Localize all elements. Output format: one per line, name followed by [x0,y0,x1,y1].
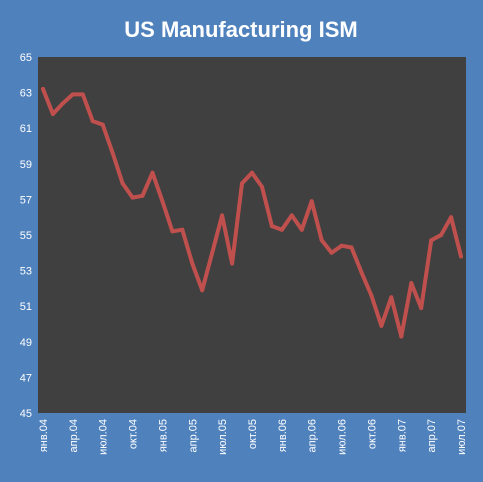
data-point [339,243,344,248]
data-point [60,101,65,106]
y-tick-label: 65 [20,52,32,64]
data-point [419,306,424,310]
data-point [459,254,463,259]
data-point [329,250,334,255]
data-point [379,323,384,328]
data-point [309,199,314,204]
data-point [200,288,205,293]
data-point [429,238,434,243]
data-point [389,295,394,300]
x-tick-label: окт.06 [366,419,378,449]
data-point [409,281,414,286]
x-tick-label: янв.05 [157,419,169,452]
data-point [279,227,284,232]
data-point [130,195,135,200]
x-tick-label: янв.07 [396,419,408,452]
y-tick-label: 47 [20,372,32,384]
data-point [140,193,145,198]
x-tick-label: апр.07 [426,419,438,452]
data-point [100,122,105,127]
data-point [70,92,75,97]
x-tick-label: апр.05 [187,419,199,452]
data-point [369,293,374,298]
chart-title: US Manufacturing ISM [124,17,357,42]
x-tick-label: янв.06 [277,419,289,452]
data-point [170,229,175,234]
data-point [260,184,264,189]
y-tick-label: 57 [20,194,32,206]
data-point [190,261,195,266]
data-point [240,181,244,186]
x-tick-label: июл.06 [337,419,349,455]
data-point [319,238,324,243]
data-point [50,112,55,116]
y-axis: 45 47 49 51 53 55 57 59 61 63 65 [20,52,32,420]
y-tick-label: 63 [20,88,32,100]
plot-area [38,57,466,413]
data-point [120,181,125,186]
x-tick-label: окт.04 [128,419,140,449]
x-tick-label: июл.04 [98,419,110,455]
x-tick-label: янв.04 [38,419,50,452]
data-point [250,170,254,175]
data-point [230,261,235,266]
x-axis: янв.04 апр.04 июл.04 окт.04 янв.05 апр.05 июл.… [38,419,468,455]
data-point [299,227,304,232]
x-tick-label: апр.04 [68,419,80,452]
x-tick-label: июл.05 [217,419,229,455]
data-point [150,170,155,175]
data-point [439,233,444,237]
data-point [449,215,454,220]
x-tick-label: апр.06 [307,419,319,452]
data-point [110,151,115,156]
y-tick-label: 53 [20,266,32,278]
x-tick-label: июл.07 [456,419,468,455]
data-point [210,250,215,255]
y-tick-label: 49 [20,337,32,349]
data-point [90,119,95,124]
data-point [289,213,294,218]
y-tick-label: 55 [20,230,32,242]
y-tick-label: 59 [20,159,32,171]
data-point [349,245,354,250]
data-point [80,92,85,97]
data-point [160,199,165,204]
data-point [399,334,404,339]
data-point [180,227,185,232]
series-layer [41,87,463,339]
data-point [41,87,45,91]
y-tick-label: 45 [20,408,32,420]
data-point [359,270,364,275]
x-tick-label: окт.05 [247,419,259,449]
y-tick-label: 51 [20,301,32,313]
data-point [220,213,225,218]
data-point [269,224,274,229]
y-tick-label: 61 [20,123,32,135]
